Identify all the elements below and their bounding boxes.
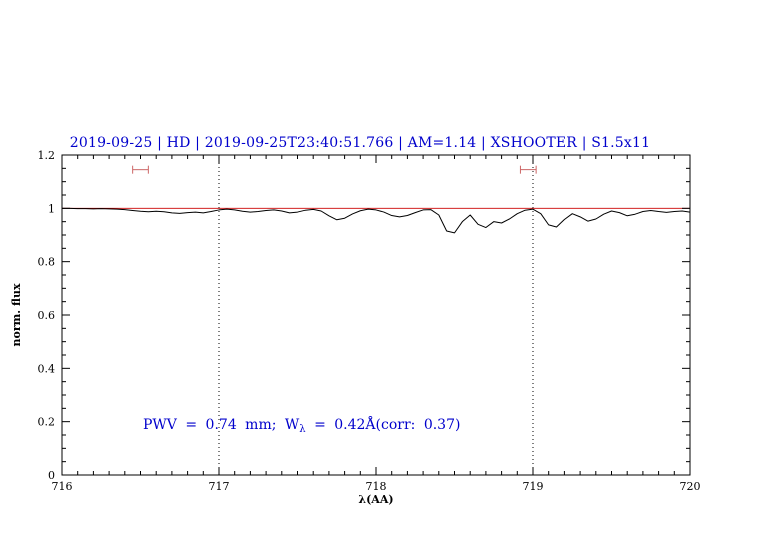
- x-axis-label: λ(AA): [358, 493, 393, 506]
- y-tick-label: 1: [48, 202, 55, 215]
- x-tick-label: 719: [523, 480, 544, 493]
- pwv-annotation-text: PWV = 0.74 mm; W: [143, 417, 300, 433]
- x-tick-label: 717: [209, 480, 230, 493]
- pwv-annotation-text-2: = 0.42Å(corr: 0.37): [306, 415, 461, 433]
- y-tick-label: 1.2: [38, 149, 56, 162]
- y-tick-label: 0: [48, 469, 55, 482]
- pwv-annotation-subscript: λ: [299, 424, 306, 435]
- observed-spectrum-line: [62, 207, 691, 234]
- x-tick-label: 720: [680, 480, 701, 493]
- y-tick-label: 0.6: [38, 309, 56, 322]
- y-tick-label: 0.2: [38, 416, 56, 429]
- x-tick-label: 716: [52, 480, 73, 493]
- plot-title: 2019-09-25 | HD | 2019-09-25T23:40:51.76…: [70, 135, 650, 151]
- y-tick-label: 0.4: [38, 362, 56, 375]
- pwv-annotation: PWV = 0.74 mm; Wλ = 0.42Å(corr: 0.37): [143, 415, 460, 435]
- x-tick-label: 718: [366, 480, 387, 493]
- y-axis-label: norm. flux: [10, 283, 23, 346]
- plot-layers: 716 717 718 719 720 0 0.2 0.4 0.6 0.8 1 1.2: [38, 149, 701, 493]
- y-tick-label: 0.8: [38, 256, 56, 269]
